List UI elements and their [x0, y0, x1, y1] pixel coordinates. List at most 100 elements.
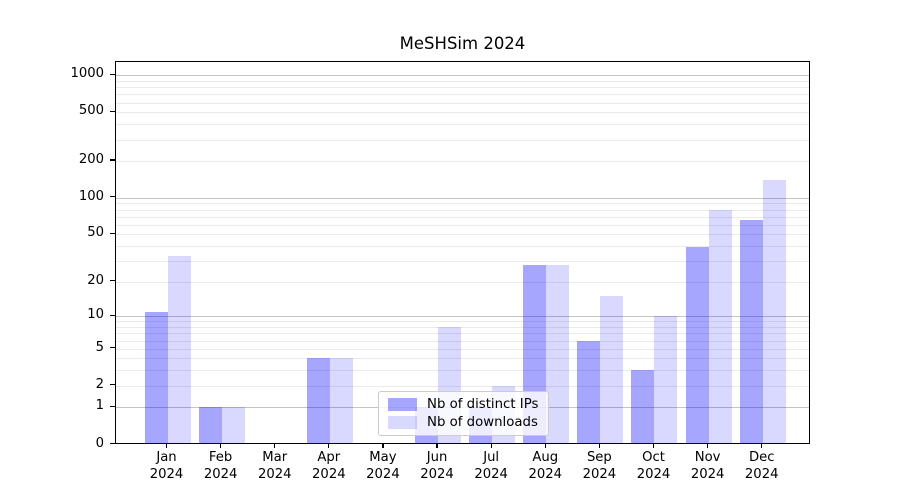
bar-downloads	[600, 296, 624, 445]
year-label: 2024	[257, 466, 292, 482]
gridline-minor	[116, 209, 809, 211]
gridline-minor	[116, 370, 809, 372]
bar-distinct-ips	[631, 370, 655, 445]
y-axis-tick-label: 1	[95, 398, 104, 414]
gridline-minor	[116, 327, 809, 329]
gridline-minor	[116, 112, 809, 114]
x-axis-tick	[598, 443, 600, 448]
x-axis-tick	[274, 443, 276, 448]
month-label: Sep	[586, 450, 612, 465]
bar-downloads	[221, 407, 245, 445]
y-axis-tick-label: 20	[87, 272, 104, 288]
bar-downloads	[546, 264, 570, 445]
year-label: 2024	[474, 466, 508, 482]
gridline-minor	[116, 260, 809, 262]
x-axis-tick-label: Mar 2024	[247, 450, 303, 483]
x-axis-tick-label: May 2024	[355, 450, 411, 483]
bar-distinct-ips	[306, 358, 330, 445]
x-axis-tick-label: Jul 2024	[463, 450, 519, 483]
x-axis-tick-label: Dec 2024	[734, 450, 790, 483]
chart-title: MeSHSim 2024	[399, 34, 526, 53]
y-axis-tick	[110, 280, 115, 282]
x-axis-tick	[490, 443, 492, 448]
x-axis-tick-label: Nov 2024	[680, 450, 736, 483]
x-axis-tick	[382, 443, 384, 448]
gridline-minor	[116, 94, 809, 96]
gridline-minor	[116, 321, 809, 323]
y-axis-tick-label: 2	[95, 376, 104, 392]
y-axis-tick	[110, 110, 115, 112]
x-axis-tick	[652, 443, 655, 448]
month-label: Dec	[748, 450, 775, 465]
y-axis-tick	[110, 196, 115, 198]
x-axis-tick	[761, 443, 763, 448]
x-axis-tick-label: Feb 2024	[193, 450, 249, 483]
y-axis-tick	[110, 442, 115, 445]
legend-swatch-downloads	[388, 416, 417, 430]
y-axis-tick-label: 10	[87, 307, 104, 323]
x-axis-tick	[544, 443, 546, 448]
x-axis-tick	[328, 443, 330, 448]
year-label: 2024	[690, 466, 725, 482]
y-axis-tick	[110, 73, 115, 75]
gridline-minor	[116, 333, 809, 335]
month-label: Jan	[156, 450, 177, 465]
gridline-major	[116, 75, 809, 77]
month-label: Oct	[642, 450, 665, 465]
gridline-minor	[116, 224, 809, 226]
y-axis-tick	[110, 314, 115, 316]
y-axis-tick	[110, 232, 115, 234]
month-label: Mar	[262, 450, 288, 465]
month-label: Aug	[532, 450, 559, 465]
gridline-minor	[116, 102, 809, 104]
gridline-minor	[116, 348, 809, 350]
legend: Nb of distinct IPs Nb of downloads	[378, 391, 550, 436]
x-axis-tick	[220, 443, 222, 448]
plot-area	[115, 61, 810, 445]
y-axis-tick-label: 0	[95, 435, 104, 451]
bar-downloads	[762, 180, 786, 445]
gridline-minor	[116, 358, 809, 360]
x-axis-tick-label: Jun 2024	[409, 450, 465, 483]
x-axis-tick	[165, 443, 168, 448]
gridline-minor	[116, 385, 809, 387]
y-axis-tick-label: 50	[87, 225, 104, 241]
y-axis-tick-label: 5	[95, 339, 104, 355]
x-axis-tick-label: Apr 2024	[301, 450, 357, 483]
x-axis-tick	[436, 443, 438, 448]
gridline-minor	[116, 281, 809, 283]
gridline-minor	[116, 139, 809, 141]
y-axis-tick	[110, 347, 115, 349]
legend-label-downloads: Nb of downloads	[427, 415, 538, 431]
bar-downloads	[708, 209, 732, 445]
month-label: Jun	[426, 450, 448, 465]
legend-label-distinct-ips: Nb of distinct IPs	[427, 396, 539, 412]
month-label: Nov	[694, 450, 721, 465]
year-label: 2024	[528, 466, 563, 482]
bar-distinct-ips	[685, 247, 709, 445]
legend-swatch-distinct-ips	[388, 397, 417, 411]
month-label: May	[369, 450, 397, 465]
gridline-major	[116, 197, 809, 199]
year-label: 2024	[744, 466, 779, 482]
y-axis-tick-label: 1000	[70, 66, 104, 82]
year-label: 2024	[420, 466, 454, 482]
y-axis-tick	[110, 405, 115, 408]
year-label: 2024	[149, 466, 184, 482]
x-axis-tick-label: Sep 2024	[571, 450, 627, 483]
year-label: 2024	[312, 466, 346, 482]
bar-downloads	[167, 256, 191, 445]
year-label: 2024	[636, 466, 671, 482]
bar-downloads	[654, 316, 678, 445]
gridline-minor	[116, 80, 809, 82]
year-label: 2024	[366, 466, 400, 482]
gridline-major	[116, 316, 809, 318]
legend-entry-distinct-ips: Nb of distinct IPs	[388, 396, 538, 413]
y-axis-tick-label: 200	[78, 152, 104, 168]
gridline-minor	[116, 216, 809, 218]
bar-downloads	[329, 358, 353, 445]
month-label: Apr	[317, 450, 341, 465]
bar-distinct-ips	[577, 340, 601, 445]
month-label: Jul	[483, 450, 500, 465]
